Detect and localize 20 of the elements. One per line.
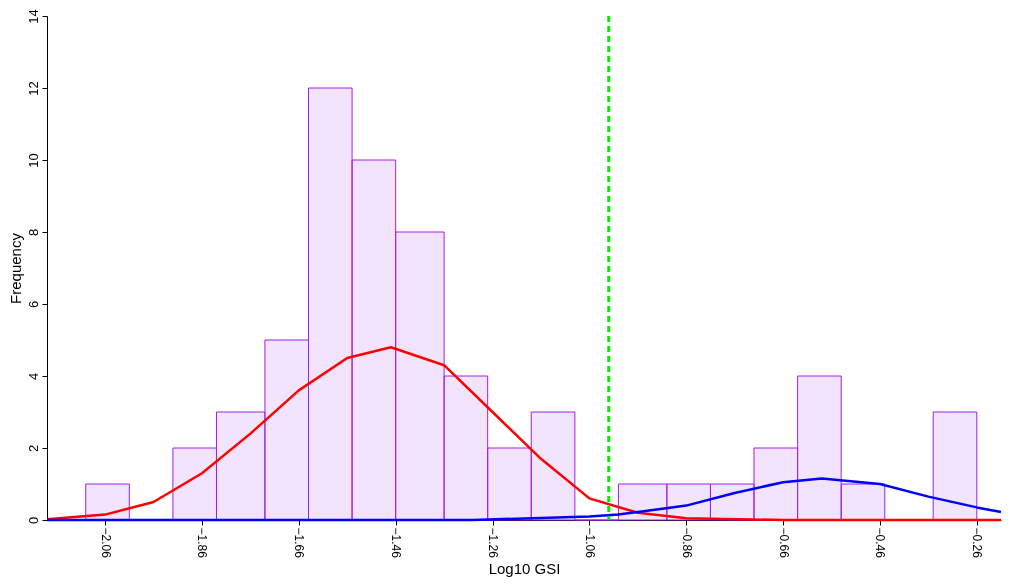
y-tick-label: 14 [25,9,41,24]
y-tick-label: 2 [25,444,41,453]
x-tick-label: −1.46 [389,527,404,559]
y-tick-label: 8 [25,228,41,237]
x-tick-label: −0.46 [873,527,888,559]
y-axis-title: Frequency [6,232,24,304]
y-tick-label: 12 [25,81,41,96]
y-tick-label: 10 [25,153,41,168]
x-tick-label: −1.06 [582,527,597,559]
y-tick-label: 0 [25,516,41,525]
x-tick-label: −1.66 [292,527,307,559]
x-tick-label: −1.86 [195,527,210,559]
x-tick-label: −0.86 [679,527,694,559]
x-tick-label: −0.66 [776,527,791,559]
x-tick-label: −2.06 [98,527,113,559]
x-tick-label: −0.26 [970,527,985,559]
x-tick-label: −1.26 [486,527,501,559]
y-tick-label: 4 [25,372,41,381]
y-tick-label: 6 [25,300,41,309]
x-axis-title: Log10 GSI [488,559,561,577]
